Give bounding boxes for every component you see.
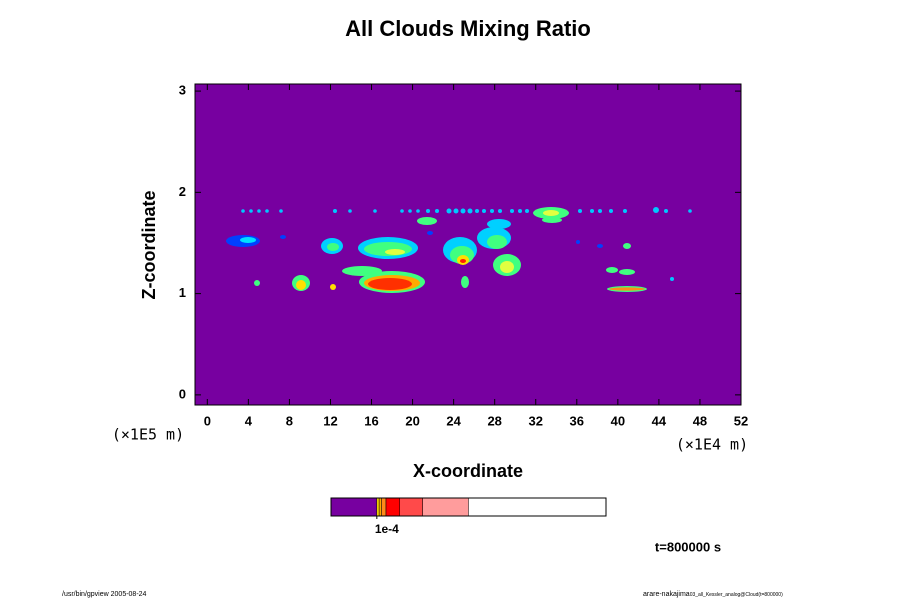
x-tick-label: 44	[652, 413, 667, 428]
colorbar-segment	[399, 497, 423, 517]
footer-right-small: 03_all_Kessler_analog@Cloud(t=800000)	[690, 592, 783, 598]
x-axis-label: X-coordinate	[413, 461, 523, 481]
colorbar-segment	[422, 497, 469, 517]
x-tick-label: 16	[364, 413, 378, 428]
colorbar-segment	[381, 497, 387, 517]
x-tick-label: 32	[529, 413, 543, 428]
footer-left: /usr/bin/gpview 2005-08-24	[62, 591, 147, 598]
x-tick-label: 28	[487, 413, 501, 428]
colorbar-segment	[385, 497, 400, 517]
contour-field	[226, 207, 692, 293]
x-tick-label: 52	[734, 413, 748, 428]
colorbar-frame	[330, 497, 607, 517]
x-tick-label: 20	[405, 413, 419, 428]
colorbar-segment	[330, 497, 378, 517]
y-tick-label: 0	[179, 386, 186, 401]
y-tick-label: 1	[179, 285, 186, 300]
x-tick-label: 4	[245, 413, 253, 428]
footer-right: arare-nakajima03_all_Kessler_analog@Clou…	[643, 591, 783, 598]
x-tick-label: 48	[693, 413, 707, 428]
cloud-dots	[241, 207, 692, 214]
x-unit-label: (×1E4 m)	[676, 436, 748, 454]
x-tick-label: 40	[611, 413, 625, 428]
colorbar-segment	[378, 497, 382, 517]
footer-right-main: arare-nakajima	[643, 591, 690, 598]
x-tick-label: 24	[446, 413, 461, 428]
colorbar-tick-label: 1e-4	[375, 522, 399, 536]
x-tick-label: 12	[323, 413, 337, 428]
x-tick-label: 0	[204, 413, 211, 428]
chart-title: All Clouds Mixing Ratio	[345, 16, 591, 41]
colorbar-segment	[376, 497, 380, 517]
y-tick-label: 2	[179, 184, 186, 199]
y-tick-label: 3	[179, 83, 186, 98]
x-tick-label: 8	[286, 413, 293, 428]
y-unit-label: (×1E5 m)	[112, 426, 184, 444]
plot-frame	[194, 83, 742, 406]
cloud-blobs	[226, 207, 674, 293]
y-axis-label: Z-coordinate	[139, 190, 159, 299]
time-label: t=800000 s	[655, 539, 721, 554]
x-tick-label: 36	[570, 413, 584, 428]
